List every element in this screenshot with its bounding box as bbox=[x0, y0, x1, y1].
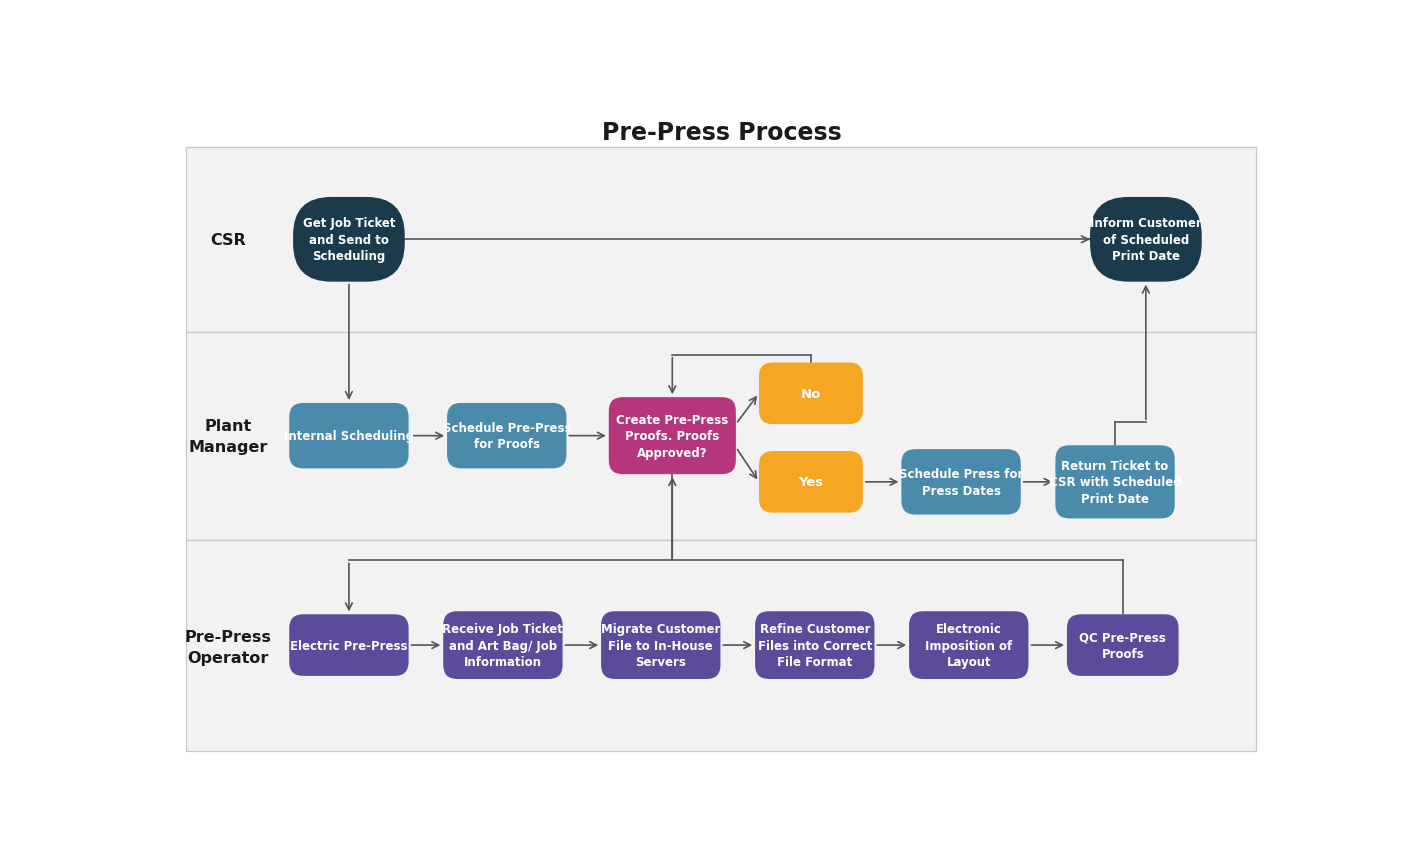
FancyBboxPatch shape bbox=[1090, 198, 1201, 282]
FancyBboxPatch shape bbox=[755, 612, 874, 679]
FancyBboxPatch shape bbox=[289, 614, 408, 676]
Text: CSR: CSR bbox=[210, 233, 246, 247]
Text: Refine Customer
Files into Correct
File Format: Refine Customer Files into Correct File … bbox=[758, 623, 872, 668]
FancyBboxPatch shape bbox=[601, 612, 721, 679]
Text: Return Ticket to
CSR with Scheduled
Print Date: Return Ticket to CSR with Scheduled Prin… bbox=[1049, 459, 1181, 505]
Text: Create Pre-Press
Proofs. Proofs
Approved?: Create Pre-Press Proofs. Proofs Approved… bbox=[617, 413, 728, 459]
Text: Migrate Customer
File to In-House
Servers: Migrate Customer File to In-House Server… bbox=[601, 623, 721, 668]
Bar bbox=[186, 333, 1256, 540]
FancyBboxPatch shape bbox=[289, 403, 408, 469]
FancyBboxPatch shape bbox=[910, 612, 1028, 679]
FancyBboxPatch shape bbox=[448, 403, 566, 469]
Text: QC Pre-Press
Proofs: QC Pre-Press Proofs bbox=[1080, 630, 1166, 660]
Text: Receive Job Ticket
and Art Bag/ Job
Information: Receive Job Ticket and Art Bag/ Job Info… bbox=[442, 623, 563, 668]
Text: Schedule Press for
Press Dates: Schedule Press for Press Dates bbox=[898, 467, 1024, 497]
FancyBboxPatch shape bbox=[759, 451, 863, 513]
Text: Yes: Yes bbox=[798, 476, 824, 489]
Text: Schedule Pre-Press
for Proofs: Schedule Pre-Press for Proofs bbox=[442, 421, 572, 451]
Text: Get Job Ticket
and Send to
Scheduling: Get Job Ticket and Send to Scheduling bbox=[303, 217, 396, 263]
Text: No: No bbox=[801, 387, 821, 400]
FancyBboxPatch shape bbox=[293, 198, 404, 282]
Bar bbox=[186, 148, 1256, 333]
Text: Pre-Press
Operator: Pre-Press Operator bbox=[184, 630, 272, 665]
Text: Inform Customer
of Scheduled
Print Date: Inform Customer of Scheduled Print Date bbox=[1090, 217, 1202, 263]
Text: Electric Pre-Press: Electric Pre-Press bbox=[290, 639, 408, 652]
FancyBboxPatch shape bbox=[608, 397, 736, 474]
FancyBboxPatch shape bbox=[901, 450, 1021, 515]
FancyBboxPatch shape bbox=[1056, 446, 1174, 519]
Text: Electronic
Imposition of
Layout: Electronic Imposition of Layout bbox=[925, 623, 1012, 668]
Text: Pre-Press Process: Pre-Press Process bbox=[601, 120, 842, 144]
Text: Internal Scheduling: Internal Scheduling bbox=[284, 430, 414, 443]
Text: Plant
Manager: Plant Manager bbox=[189, 418, 268, 454]
FancyBboxPatch shape bbox=[1067, 614, 1178, 676]
FancyBboxPatch shape bbox=[759, 363, 863, 425]
FancyBboxPatch shape bbox=[444, 612, 563, 679]
Bar bbox=[186, 540, 1256, 751]
